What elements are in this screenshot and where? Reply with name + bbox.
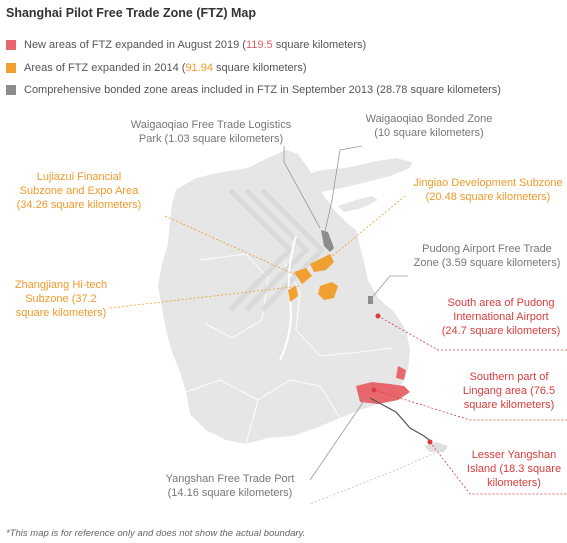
leader-jinqiao <box>329 195 406 259</box>
lingang-north-area <box>396 366 406 380</box>
label-yangshan-port: Yangshan Free Trade Port (14.16 square k… <box>165 473 295 499</box>
label-lujiazui: Lujiazui Financial Subzone and Expo Area… <box>16 171 142 211</box>
leader-lesser-yangshan <box>429 441 567 495</box>
label-pudong-airport-ftz: Pudong Airport Free Trade Zone (3.59 squ… <box>413 243 561 269</box>
leader-waigaoqiao-bonded <box>323 145 363 237</box>
legend-text-2014: Areas of FTZ expanded in 2014 (91.94 squ… <box>24 61 307 74</box>
leader-pudong-airport-ftz <box>369 275 408 301</box>
legend-text-2019: New areas of FTZ expanded in August 2019… <box>24 39 367 52</box>
label-waigaoqiao-logistics: Waigaoqiao Free Trade Logistics Park (1.… <box>130 119 292 145</box>
label-zhangjiang: Zhangjiang Hi-tech Subzone (37.2 square … <box>14 279 108 319</box>
legend-swatch-orange <box>6 62 16 73</box>
yangshan-island <box>424 442 448 452</box>
map-title: Shanghai Pilot Free Trade Zone (FTZ) Map <box>6 6 257 20</box>
legend-text-2013: Comprehensive bonded zone areas included… <box>24 84 501 97</box>
expo-area <box>288 286 298 302</box>
leader-lingang <box>373 389 567 421</box>
legend-swatch-gray <box>6 85 16 96</box>
legend-item-2014: Areas of FTZ expanded in 2014 (91.94 squ… <box>6 57 501 80</box>
chongming-island <box>300 158 412 192</box>
label-lesser-yangshan: Lesser Yangshan Island (18.3 square kilo… <box>466 449 562 489</box>
legend-item-2013: Comprehensive bonded zone areas included… <box>6 79 501 102</box>
leader-waigaoqiao-logistics <box>283 146 321 229</box>
jinqiao-area <box>310 254 334 272</box>
label-south-pudong: South area of Pudong International Airpo… <box>441 297 561 337</box>
zhangjiang-area <box>318 282 338 300</box>
shanghai-landmass <box>158 150 410 444</box>
label-jinqiao: Jingiao Development Subzone (20.48 squar… <box>413 177 563 203</box>
legend-item-2019: New areas of FTZ expanded in August 2019… <box>6 34 501 57</box>
legend: New areas of FTZ expanded in August 2019… <box>6 34 501 102</box>
donghai-bridge <box>369 397 433 443</box>
leader-lujiazui <box>164 215 299 277</box>
changxing-island <box>338 196 378 212</box>
label-waigaoqiao-bonded: Waigaoqiao Bonded Zone (10 square kilome… <box>365 113 493 139</box>
leader-south-pudong <box>377 315 567 351</box>
lujiazui-area <box>294 268 312 284</box>
footnote: *This map is for reference only and does… <box>6 528 306 539</box>
leader-yangshan-port <box>309 397 367 481</box>
label-lingang: Southern part of Lingang area (76.5 squa… <box>462 371 556 411</box>
leader-yangshan-dashed <box>309 447 447 505</box>
legend-swatch-red <box>6 40 16 51</box>
